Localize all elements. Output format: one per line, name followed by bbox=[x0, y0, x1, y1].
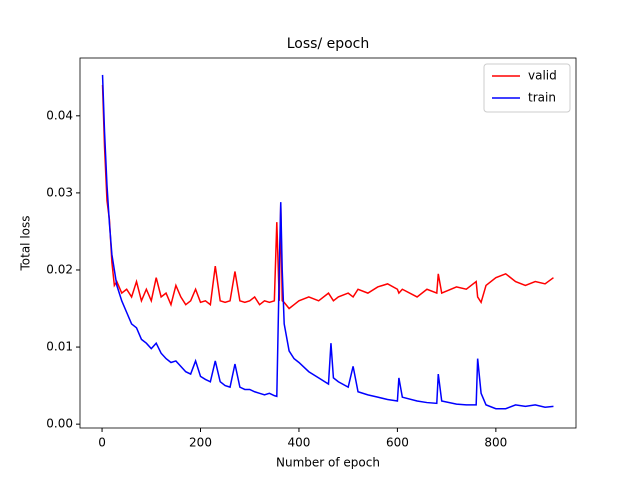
line bbox=[101, 84, 554, 310]
x-tick-label: 200 bbox=[189, 436, 212, 450]
x-tick-label: 600 bbox=[386, 436, 409, 450]
y-tick-label: 0.02 bbox=[46, 262, 73, 276]
x-tick-label: 800 bbox=[484, 436, 507, 450]
y-tick-label: 0.03 bbox=[46, 185, 73, 199]
y-tick-label: 0.00 bbox=[46, 417, 73, 431]
y-tick-label: 0.04 bbox=[46, 108, 73, 122]
x-axis-label: Number of epoch bbox=[276, 456, 380, 470]
legend-box bbox=[483, 63, 571, 113]
y-tick-label: 0.01 bbox=[46, 340, 73, 354]
x-tick-label: 0 bbox=[98, 436, 106, 450]
y-axis-label: Total loss bbox=[19, 215, 33, 271]
x-tick-label: 400 bbox=[288, 436, 311, 450]
legend-label: valid bbox=[528, 69, 557, 83]
plot-frame bbox=[79, 57, 577, 429]
legend-label: train bbox=[528, 91, 556, 105]
chart-title: Loss/ epoch bbox=[287, 36, 370, 52]
line bbox=[101, 74, 554, 410]
